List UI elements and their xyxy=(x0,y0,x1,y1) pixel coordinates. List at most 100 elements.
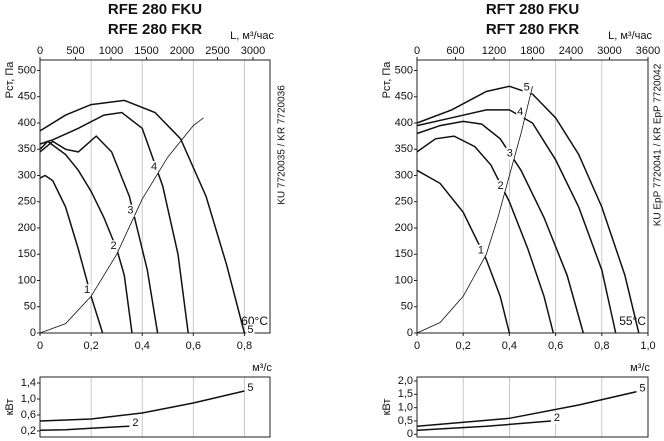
chart-title: RFT 280 FKU xyxy=(486,1,579,18)
curve-label-bg xyxy=(83,284,92,297)
x-axis-label: м³/с xyxy=(630,362,650,374)
y-tick-label: 350 xyxy=(18,143,36,155)
y-tick-label: 300 xyxy=(18,169,36,181)
curve-label-bg xyxy=(131,417,140,430)
x2-tick-label: 0 xyxy=(37,45,43,57)
y-tick-label: 1,4 xyxy=(21,377,36,389)
y-tick-label: 50 xyxy=(24,301,36,313)
curve-label: 3 xyxy=(127,205,133,217)
curve xyxy=(416,85,640,334)
curve-label: 1 xyxy=(84,284,90,296)
annotation: 60°C xyxy=(241,314,268,328)
plot-frame xyxy=(416,376,649,438)
curve-label-bg xyxy=(109,240,118,253)
curve xyxy=(416,390,637,428)
y-tick-label: 450 xyxy=(395,91,413,103)
x2-tick-label: 3600 xyxy=(636,45,660,57)
curve xyxy=(39,111,189,334)
y-tick-label: 400 xyxy=(18,117,36,129)
system-curve xyxy=(39,117,204,334)
y-tick-label: 150 xyxy=(18,248,36,260)
curve xyxy=(416,420,552,432)
y-axis-label: кВт xyxy=(4,399,16,416)
y-tick-label: 1,5 xyxy=(398,388,413,400)
x2-axis-label: L, м³/час xyxy=(608,30,652,42)
y-tick-label: 1,0 xyxy=(398,402,413,414)
y-axis-label: Pст, Па xyxy=(381,61,393,99)
x-tick-label: 0,2 xyxy=(83,340,98,352)
curve-label-bg xyxy=(522,81,531,94)
y-tick-label: 2,0 xyxy=(398,375,413,387)
y-tick-label: 350 xyxy=(395,143,413,155)
x-tick-label: 0,4 xyxy=(135,340,150,352)
y-tick-label: 0,2 xyxy=(21,425,36,437)
x2-tick-label: 1200 xyxy=(482,45,506,57)
curve-label: 2 xyxy=(111,240,117,252)
x-tick-label: 1,0 xyxy=(640,340,655,352)
y-tick-label: 0,6 xyxy=(21,409,36,421)
curve xyxy=(416,120,585,334)
y-tick-label: 0,5 xyxy=(398,415,413,427)
x2-axis-label: L, м³/час xyxy=(230,30,274,42)
curve-label-bg xyxy=(246,382,255,394)
curve xyxy=(416,135,555,334)
curve-label: 5 xyxy=(247,324,253,336)
curve-label: 4 xyxy=(517,106,523,118)
curve xyxy=(39,135,159,334)
curve-label: 5 xyxy=(247,382,253,394)
y-axis-label: Pст, Па xyxy=(4,61,16,99)
side-label: KU EpP 7720041 / KR EpP 7720042 xyxy=(653,63,664,226)
y-tick-label: 500 xyxy=(18,64,36,76)
y-tick-label: 200 xyxy=(395,222,413,234)
y-tick-label: 450 xyxy=(18,91,36,103)
x-axis-label: м³/с xyxy=(252,362,272,374)
curve xyxy=(39,425,130,431)
chart-subtitle: RFT 280 FKR xyxy=(486,21,580,38)
curve-label-bg xyxy=(638,382,647,395)
y-tick-label: 1,0 xyxy=(21,393,36,405)
curve-label-bg xyxy=(126,204,135,217)
curve-label: 1 xyxy=(478,245,484,257)
x-tick-label: 0,6 xyxy=(186,340,201,352)
curve xyxy=(39,174,104,334)
curve-label-bg xyxy=(516,106,525,119)
x2-tick-label: 1000 xyxy=(99,45,123,57)
curve-label: 5 xyxy=(639,383,645,395)
x-tick-label: 0,8 xyxy=(594,340,609,352)
x-tick-label: 0,2 xyxy=(456,340,471,352)
curve-label: 2 xyxy=(498,180,504,192)
y-tick-label: 0 xyxy=(407,327,413,339)
y-tick-label: 50 xyxy=(401,301,413,313)
plot-frame xyxy=(39,376,271,438)
x2-tick-label: 2400 xyxy=(559,45,583,57)
y-tick-label: 500 xyxy=(395,64,413,76)
x-tick-label: 0,4 xyxy=(502,340,517,352)
curve-label: 5 xyxy=(524,81,530,93)
curve xyxy=(39,99,246,334)
curve-label: 3 xyxy=(507,147,513,159)
x-tick-label: 0 xyxy=(414,340,420,352)
plot-frame xyxy=(39,59,271,334)
side-label: KU 7720035 / KR 7720036 xyxy=(277,85,288,205)
y-tick-label: 200 xyxy=(18,222,36,234)
curve-label-bg xyxy=(552,412,561,424)
chart-subtitle: RFE 280 FKR xyxy=(108,21,202,38)
y-tick-label: 100 xyxy=(18,274,36,286)
system-curve xyxy=(416,86,533,334)
x-tick-label: 0 xyxy=(37,340,43,352)
curve-label-bg xyxy=(505,147,514,160)
y-tick-label: 100 xyxy=(395,274,413,286)
x2-tick-label: 600 xyxy=(446,45,464,57)
x-tick-label: 0,8 xyxy=(237,340,252,352)
chart-title: RFE 280 FKU xyxy=(108,1,202,18)
y-tick-label: 0 xyxy=(407,428,413,440)
curve xyxy=(39,390,245,422)
y-axis-label: кВт xyxy=(381,399,393,416)
x2-tick-label: 0 xyxy=(414,45,420,57)
curve xyxy=(416,109,617,334)
y-tick-label: 250 xyxy=(395,196,413,208)
x2-tick-label: 2000 xyxy=(170,45,194,57)
x2-tick-label: 1800 xyxy=(520,45,544,57)
annotation: 55°C xyxy=(619,314,646,328)
